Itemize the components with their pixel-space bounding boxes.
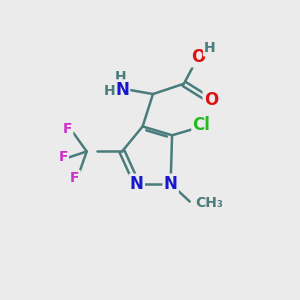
Text: Cl: Cl [193, 116, 211, 134]
Text: F: F [70, 171, 80, 185]
Text: O: O [191, 48, 206, 66]
Text: N: N [115, 81, 129, 99]
Text: H: H [115, 70, 126, 84]
Text: N: N [164, 175, 178, 193]
Text: O: O [204, 91, 218, 109]
Text: N: N [130, 175, 144, 193]
Text: CH₃: CH₃ [195, 196, 223, 210]
Text: F: F [63, 122, 72, 136]
Text: F: F [58, 150, 68, 164]
Text: H: H [104, 84, 116, 98]
Text: H: H [204, 41, 216, 56]
